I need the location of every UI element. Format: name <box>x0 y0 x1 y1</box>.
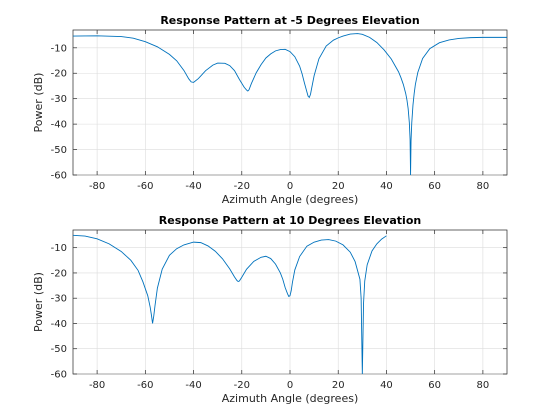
y-tick-label: -30 <box>51 294 67 305</box>
x-tick-label: -40 <box>185 181 201 192</box>
x-tick-label: 60 <box>428 380 441 391</box>
x-tick-label: 80 <box>477 380 490 391</box>
y-axis-label: Power (dB) <box>32 73 45 133</box>
y-tick-label: -40 <box>51 319 67 330</box>
x-tick-label: 40 <box>380 380 393 391</box>
x-tick-label: 0 <box>287 181 293 192</box>
x-tick-label: -40 <box>185 380 201 391</box>
y-tick-label: -40 <box>51 120 67 131</box>
x-tick-label: -20 <box>234 380 250 391</box>
x-tick-label: 80 <box>477 181 490 192</box>
y-tick-label: -30 <box>51 94 67 105</box>
subplot-1: -80 -60 -40 -20 0 20 40 60 80 -10 -20 -30 -40 -50 -60 R… <box>32 14 508 206</box>
chart-title: Response Pattern at -5 Degrees Elevation <box>160 14 419 27</box>
x-tick-label: -60 <box>137 380 153 391</box>
x-tick-label: 20 <box>332 380 345 391</box>
y-tick-label: -10 <box>51 243 67 254</box>
x-tick-label: -60 <box>137 181 153 192</box>
y-axis-label: Power (dB) <box>32 272 45 332</box>
subplot-2: -80 -60 -40 -20 0 20 40 60 80 -10 -20 -30 -40 -50 -60 R… <box>32 214 508 405</box>
x-tick-label: -20 <box>234 181 250 192</box>
y-tick-label: -20 <box>51 268 67 279</box>
y-tick-label: -50 <box>51 145 67 156</box>
x-tick-label: 40 <box>380 181 393 192</box>
y-tick-label: -60 <box>51 171 67 182</box>
y-tick-label: -60 <box>51 370 67 381</box>
x-tick-label: 0 <box>287 380 293 391</box>
series-line-1 <box>73 33 507 175</box>
y-tick-label: -20 <box>51 69 67 80</box>
y-tick-label: -10 <box>51 43 67 54</box>
x-tick-label: 60 <box>428 181 441 192</box>
x-axis-label: Azimuth Angle (degrees) <box>222 193 359 206</box>
series-line-1 <box>73 234 387 374</box>
x-tick-label: -80 <box>89 380 105 391</box>
chart-title: Response Pattern at 10 Degrees Elevation <box>159 214 421 227</box>
y-tick-label: -50 <box>51 344 67 355</box>
x-axis-label: Azimuth Angle (degrees) <box>222 392 359 405</box>
x-tick-label: -80 <box>89 181 105 192</box>
x-tick-label: 20 <box>332 181 345 192</box>
